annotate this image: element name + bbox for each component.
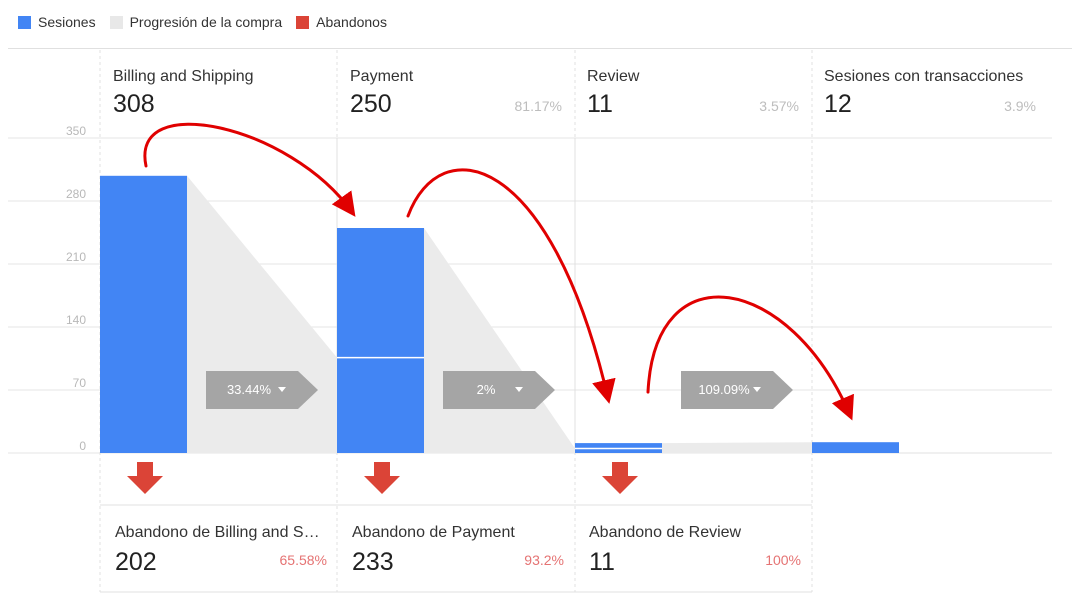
progression-area xyxy=(187,175,337,454)
step-value: 250 xyxy=(350,90,392,118)
y-tick-label: 140 xyxy=(66,313,86,327)
step-value: 11 xyxy=(587,90,613,118)
bar-sesiones xyxy=(812,442,899,453)
legend-swatch xyxy=(109,15,123,29)
step-value: 12 xyxy=(824,90,852,118)
dropoff-percent: 100% xyxy=(765,552,801,568)
step-header-transactions[interactable]: Sesiones con transacciones 12 3.9% xyxy=(812,58,1048,122)
dropoff-name: Abandono de Payment xyxy=(352,524,515,541)
y-tick-label: 210 xyxy=(66,250,86,264)
dropdown-caret-icon xyxy=(753,387,761,392)
top-divider xyxy=(8,48,1072,49)
progression-area xyxy=(662,442,812,453)
conversion-chip-1[interactable]: 33.44% xyxy=(206,371,318,409)
dropoff-billing[interactable]: Abandono de Billing and Sh… 202 65.58% xyxy=(101,506,337,592)
dropoff-percent: 93.2% xyxy=(524,552,564,568)
step-value: 308 xyxy=(113,90,155,118)
conversion-rate: 109.09% xyxy=(698,382,750,397)
y-tick-label: 350 xyxy=(66,124,86,138)
dropoff-payment[interactable]: Abandono de Payment 233 93.2% xyxy=(338,506,574,592)
step-percent: 3.9% xyxy=(1004,98,1036,114)
legend-label: Sesiones xyxy=(38,14,96,30)
step-percent: 81.17% xyxy=(514,98,562,114)
step-percent: 3.57% xyxy=(759,98,799,114)
dropoff-review[interactable]: Abandono de Review 11 100% xyxy=(575,506,811,592)
y-tick-label: 0 xyxy=(79,439,86,453)
conversion-rate: 2% xyxy=(476,382,496,397)
dropdown-caret-icon xyxy=(515,387,523,392)
down-arrow-icon xyxy=(364,462,400,494)
step-header-review[interactable]: Review 11 3.57% xyxy=(575,58,811,122)
legend-item-progresion[interactable]: Progresión de la compra xyxy=(109,14,283,30)
dropoff-percent: 65.58% xyxy=(279,552,327,568)
legend-swatch xyxy=(18,15,31,29)
step-name: Sesiones con transacciones xyxy=(824,68,1024,85)
curved-arrow-icon xyxy=(406,168,616,404)
down-arrow-icon xyxy=(602,462,638,494)
legend-label: Progresión de la compra xyxy=(129,14,283,30)
step-header-billing[interactable]: Billing and Shipping 308 xyxy=(101,58,337,122)
down-arrow-icon xyxy=(127,462,163,494)
conversion-chip-2[interactable]: 2% xyxy=(443,371,555,409)
progression-area xyxy=(424,228,575,453)
step-name: Payment xyxy=(350,68,414,85)
y-tick-label: 70 xyxy=(73,376,87,390)
step-name: Review xyxy=(587,68,640,85)
dropdown-caret-icon xyxy=(278,387,286,392)
conversion-chip-shape xyxy=(443,371,555,409)
legend-item-abandonos[interactable]: Abandonos xyxy=(296,14,387,30)
y-tick-label: 280 xyxy=(66,187,86,201)
bar-sesiones xyxy=(100,175,187,454)
legend-item-sesiones[interactable]: Sesiones xyxy=(18,14,96,30)
dropoff-name: Abandono de Review xyxy=(589,524,742,541)
step-header-payment[interactable]: Payment 250 81.17% xyxy=(338,58,574,122)
legend-label: Abandonos xyxy=(316,14,387,30)
dropoff-value: 202 xyxy=(115,548,157,576)
step-name: Billing and Shipping xyxy=(113,68,254,85)
conversion-rate: 33.44% xyxy=(226,382,272,397)
legend: Sesiones Progresión de la compra Abandon… xyxy=(18,12,401,32)
conversion-chip-3[interactable]: 109.09% xyxy=(681,371,793,409)
conversion-chip-shape xyxy=(681,371,793,409)
conversion-chip-shape xyxy=(206,371,318,409)
dropoff-name: Abandono de Billing and Sh… xyxy=(115,524,325,541)
curved-arrow-icon xyxy=(646,295,854,421)
dropoff-value: 11 xyxy=(589,548,615,576)
legend-swatch xyxy=(296,15,310,29)
dropoff-value: 233 xyxy=(352,548,394,576)
curved-arrow-icon xyxy=(143,122,356,217)
bar-sesiones xyxy=(337,228,424,453)
